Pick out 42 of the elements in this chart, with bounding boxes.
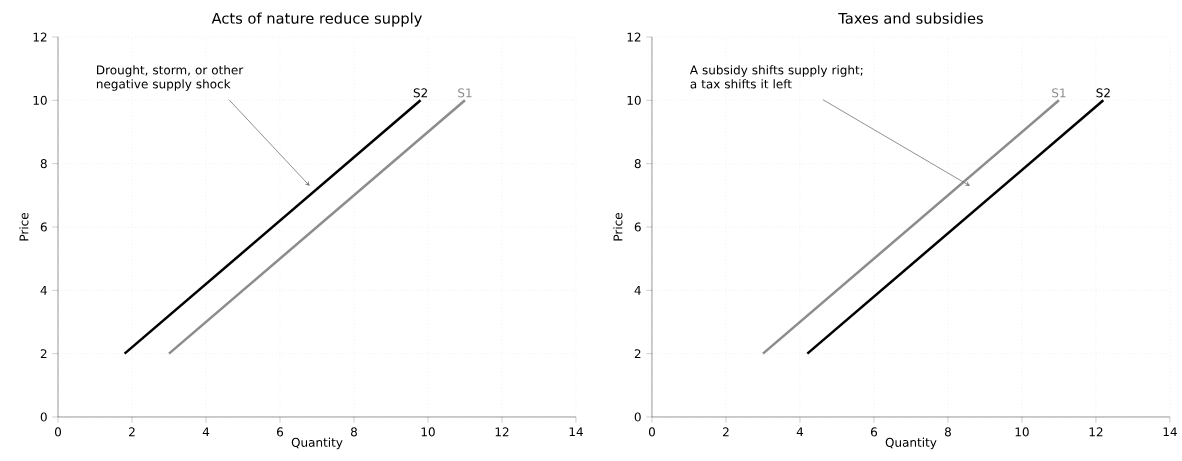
y-tick-label: 8 [634, 159, 641, 169]
series-label: S1 [1052, 88, 1066, 98]
y-axis-title: Price [19, 212, 29, 241]
annotation: A subsidy shifts supply right; a tax shifts it left [689, 65, 863, 89]
x-tick-label: 0 [54, 427, 62, 437]
series-label: S2 [413, 88, 428, 98]
y-tick-label: 4 [40, 285, 47, 295]
annotation: Drought, storm, or other negative supply shock [96, 65, 244, 91]
x-tick-label: 2 [129, 427, 135, 437]
y-tick-label: 10 [627, 95, 641, 105]
x-tick-label: 4 [796, 427, 804, 437]
y-tick-label: 2 [40, 349, 47, 359]
x-tick-label: 14 [569, 427, 583, 437]
x-tick-label: 12 [495, 427, 509, 437]
x-axis-title: Quantity [885, 437, 937, 450]
x-axis-title: Quantity [291, 437, 343, 450]
x-tick-label: 14 [1163, 427, 1177, 437]
y-tick-label: 10 [33, 95, 47, 105]
x-tick-label: 0 [648, 427, 655, 437]
y-tick-label: 4 [634, 285, 641, 295]
x-tick-label: 8 [350, 427, 357, 437]
y-tick-label: 0 [40, 412, 47, 422]
series-label: S2 [1096, 88, 1110, 98]
y-tick-label: 6 [40, 222, 47, 232]
chart-title: Acts of nature reduce supply [211, 12, 422, 27]
x-tick-label: 8 [944, 427, 951, 437]
x-tick-label: 10 [421, 427, 435, 437]
y-tick-label: 12 [33, 32, 47, 42]
x-tick-label: 12 [1089, 427, 1103, 437]
chart-title: Taxes and subsidies [838, 12, 983, 24]
x-tick-label: 2 [723, 427, 729, 437]
y-axis-title: Price [613, 212, 623, 241]
series-label: S1 [458, 88, 472, 98]
y-tick-label: 12 [627, 32, 641, 42]
x-tick-label: 6 [870, 427, 878, 437]
x-tick-label: 6 [277, 427, 284, 437]
y-tick-label: 2 [634, 349, 641, 359]
y-tick-label: 0 [634, 412, 641, 422]
y-tick-label: 6 [634, 222, 641, 232]
x-tick-label: 4 [202, 427, 210, 437]
x-tick-label: 10 [1015, 427, 1029, 437]
y-tick-label: 8 [40, 159, 47, 169]
